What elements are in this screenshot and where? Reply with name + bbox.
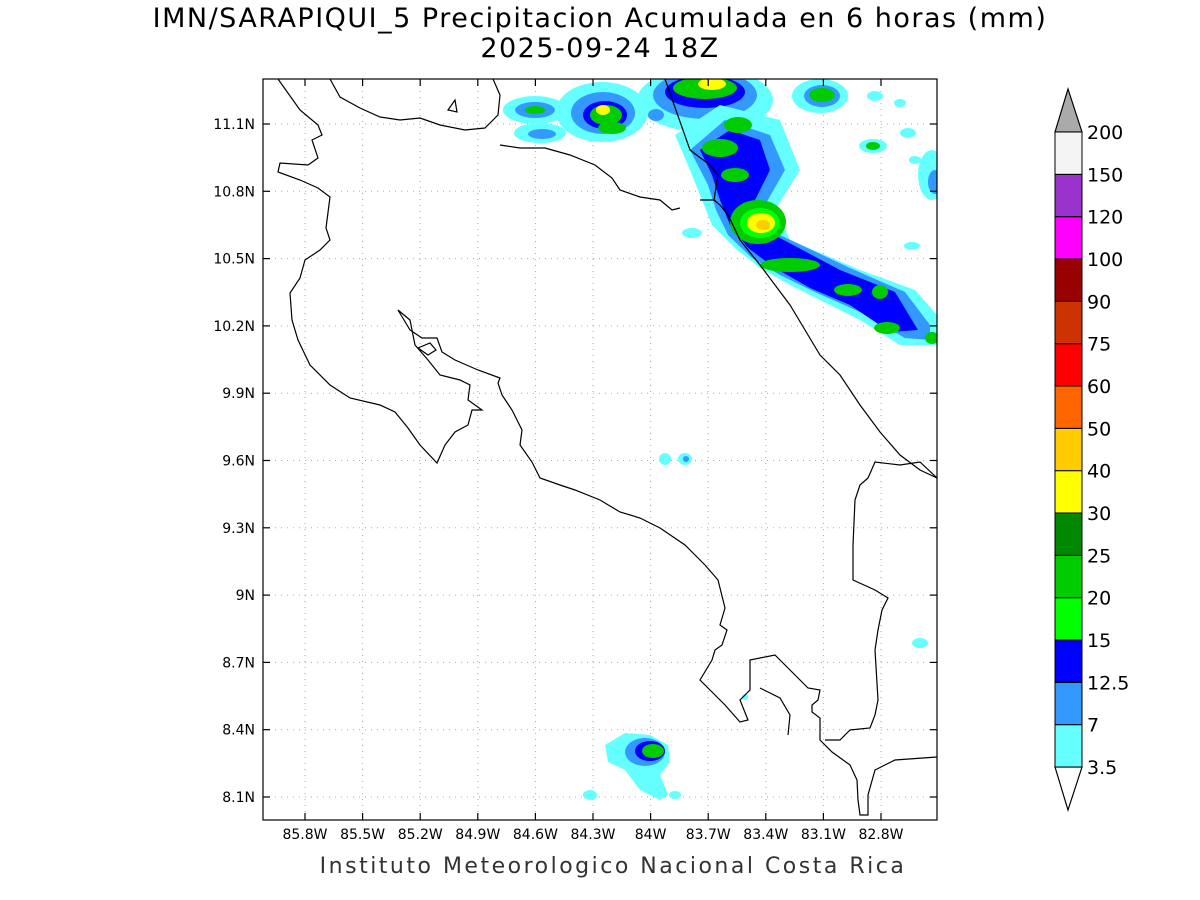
latitude-axis: 11.1N 10.8N 10.5N 10.2N 9.9N 9.6N 9.3N 9N 8.7N 8.… — [213, 117, 937, 806]
colorbar-label: 25 — [1087, 545, 1111, 567]
colorbar-label: 60 — [1087, 376, 1111, 398]
colorbar-label: 75 — [1087, 334, 1111, 356]
colorbar-label: 50 — [1087, 418, 1111, 440]
lat-tick-label: 9.9N — [222, 386, 255, 402]
lake-nicaragua-south — [329, 79, 501, 131]
colorbar-swatch — [1054, 681, 1083, 726]
caribbean-coast — [700, 199, 937, 479]
rio-san-juan — [664, 79, 719, 201]
colorbar-swatch — [1054, 385, 1083, 429]
colorbar-swatch — [1054, 597, 1083, 641]
colorbar-label: 20 — [1087, 588, 1111, 610]
lon-tick-label: 84.3W — [570, 827, 615, 843]
rain-cells-south — [583, 453, 928, 800]
pacific-coast-nicoya — [277, 79, 484, 465]
lat-tick-label: 10.8N — [213, 184, 255, 200]
colorbar-underflow-arrow — [1054, 766, 1083, 813]
lat-tick-label: 8.1N — [222, 790, 255, 806]
colorbar-label: 120 — [1087, 207, 1123, 229]
colorbar-label: 12.5 — [1087, 672, 1129, 694]
lon-tick-label: 82.8W — [858, 827, 903, 843]
lon-tick-label: 84W — [635, 827, 667, 843]
colorbar-label: 7 — [1087, 715, 1099, 737]
golfo-dulce — [759, 687, 791, 736]
colorbar-label: 200 — [1087, 122, 1123, 144]
colorbar-swatch — [1054, 173, 1083, 218]
lon-tick-label: 84.9W — [455, 827, 500, 843]
pacific-coast-osa — [397, 309, 937, 816]
colorbar-label: 40 — [1087, 461, 1111, 483]
island-chira — [416, 342, 437, 356]
lon-tick-label: 83.7W — [686, 827, 731, 843]
colorbar-label: 3.5 — [1087, 757, 1117, 779]
lat-tick-label: 9N — [236, 588, 255, 604]
map-frame — [262, 78, 938, 821]
lon-tick-label: 85.8W — [282, 827, 327, 843]
colorbar-label: 90 — [1087, 291, 1111, 313]
lon-tick-label: 83.1W — [801, 827, 846, 843]
colorbar-swatch — [1054, 470, 1083, 514]
lat-tick-label: 11.1N — [213, 117, 255, 133]
colorbar-swatch — [1054, 427, 1083, 472]
map-footer-credit: Instituto Meteorologico Nacional Costa R… — [319, 854, 907, 879]
map-subtitle-datetime: 2025-09-24 18Z — [480, 33, 720, 64]
longitude-axis: 85.8W 85.5W 85.2W 84.9W 84.6W 84.3W 84W 83.7W 83… — [282, 79, 904, 843]
colorbar-swatch — [1054, 300, 1083, 345]
lat-tick-label: 10.5N — [213, 252, 255, 268]
map-gridlines — [263, 79, 937, 820]
lat-tick-label: 9.3N — [222, 521, 255, 537]
colorbar-swatch — [1054, 343, 1083, 387]
colorbar-label: 15 — [1087, 630, 1111, 652]
colorbar-label: 30 — [1087, 503, 1111, 525]
map-title: IMN/SARAPIQUI_5 Precipitacion Acumulada … — [152, 3, 1048, 34]
colorbar-swatch — [1054, 554, 1083, 599]
lon-tick-label: 83.4W — [743, 827, 788, 843]
colorbar-swatch — [1054, 258, 1083, 302]
colorbar-label: 150 — [1087, 164, 1123, 186]
rain-cluster-north — [503, 79, 937, 200]
colorbar-swatch — [1054, 512, 1083, 556]
lon-tick-label: 84.6W — [513, 827, 558, 843]
lake-islet — [446, 98, 458, 113]
colorbar-label: 100 — [1087, 249, 1123, 271]
colorbar-overflow-arrow — [1054, 86, 1083, 133]
colorbar-swatch — [1054, 131, 1083, 175]
lon-tick-label: 85.5W — [340, 827, 385, 843]
lat-tick-label: 8.4N — [222, 723, 255, 739]
lat-tick-label: 8.7N — [222, 655, 255, 671]
panama-border — [825, 461, 937, 741]
colorbar-swatch — [1054, 216, 1083, 260]
colorbar-swatch — [1054, 724, 1083, 768]
coastlines — [277, 79, 937, 816]
lat-tick-label: 9.6N — [222, 454, 255, 470]
colorbar-legend: 3.5 7 12.5 15 20 25 30 40 50 60 75 90 100 120 150 200 — [1054, 86, 1129, 813]
rain-band-caribbean — [675, 105, 937, 345]
colorbar-swatch — [1054, 639, 1083, 683]
border-north — [499, 144, 681, 211]
precipitation-field — [503, 79, 937, 800]
lon-tick-label: 85.2W — [398, 827, 443, 843]
lat-tick-label: 10.2N — [213, 319, 255, 335]
